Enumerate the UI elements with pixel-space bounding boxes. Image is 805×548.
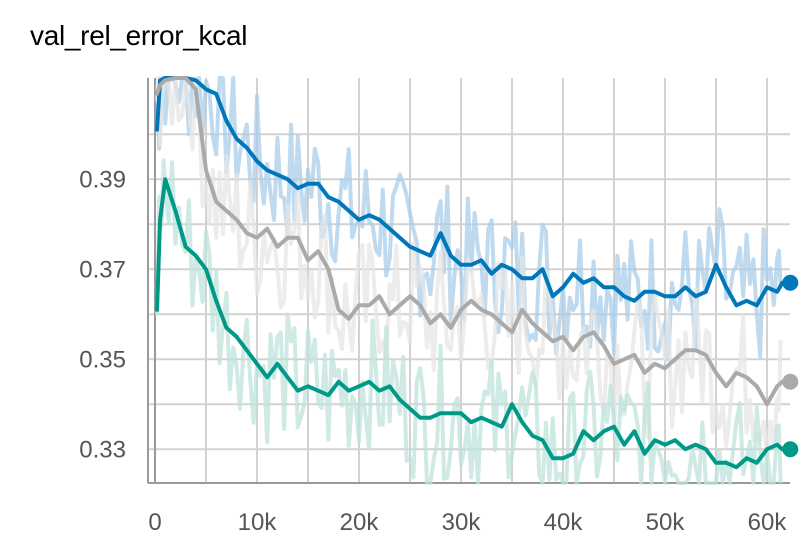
y-tick-label: 0.33 bbox=[79, 436, 126, 463]
x-tick-label: 50k bbox=[646, 509, 686, 536]
series-line-2 bbox=[155, 177, 785, 470]
y-tick-label: 0.37 bbox=[79, 256, 126, 283]
series-end-point-1 bbox=[782, 373, 799, 390]
series-end-point-0 bbox=[782, 274, 799, 291]
x-tick-label: 60k bbox=[748, 509, 788, 536]
x-tick-label: 30k bbox=[442, 509, 482, 536]
series-line-1 bbox=[155, 76, 785, 407]
tick-labels: 0 10k 20k 30k 40k 50k 60k 0.33 0.35 0.37 0.39 bbox=[79, 166, 787, 536]
x-tick-label: 0 bbox=[148, 509, 161, 536]
x-tick-label: 40k bbox=[544, 509, 584, 536]
smoothed-series bbox=[155, 76, 799, 470]
x-tick-label: 20k bbox=[340, 509, 380, 536]
series-line-0 bbox=[155, 76, 785, 308]
y-tick-label: 0.39 bbox=[79, 166, 126, 193]
x-tick-label: 10k bbox=[238, 509, 278, 536]
series-end-point-2 bbox=[782, 441, 799, 458]
chart-title: val_rel_error_kcal bbox=[30, 20, 248, 51]
raw-series-line-0 bbox=[155, 76, 783, 362]
raw-series-line-2 bbox=[155, 158, 783, 485]
y-tick-label: 0.35 bbox=[79, 346, 126, 373]
